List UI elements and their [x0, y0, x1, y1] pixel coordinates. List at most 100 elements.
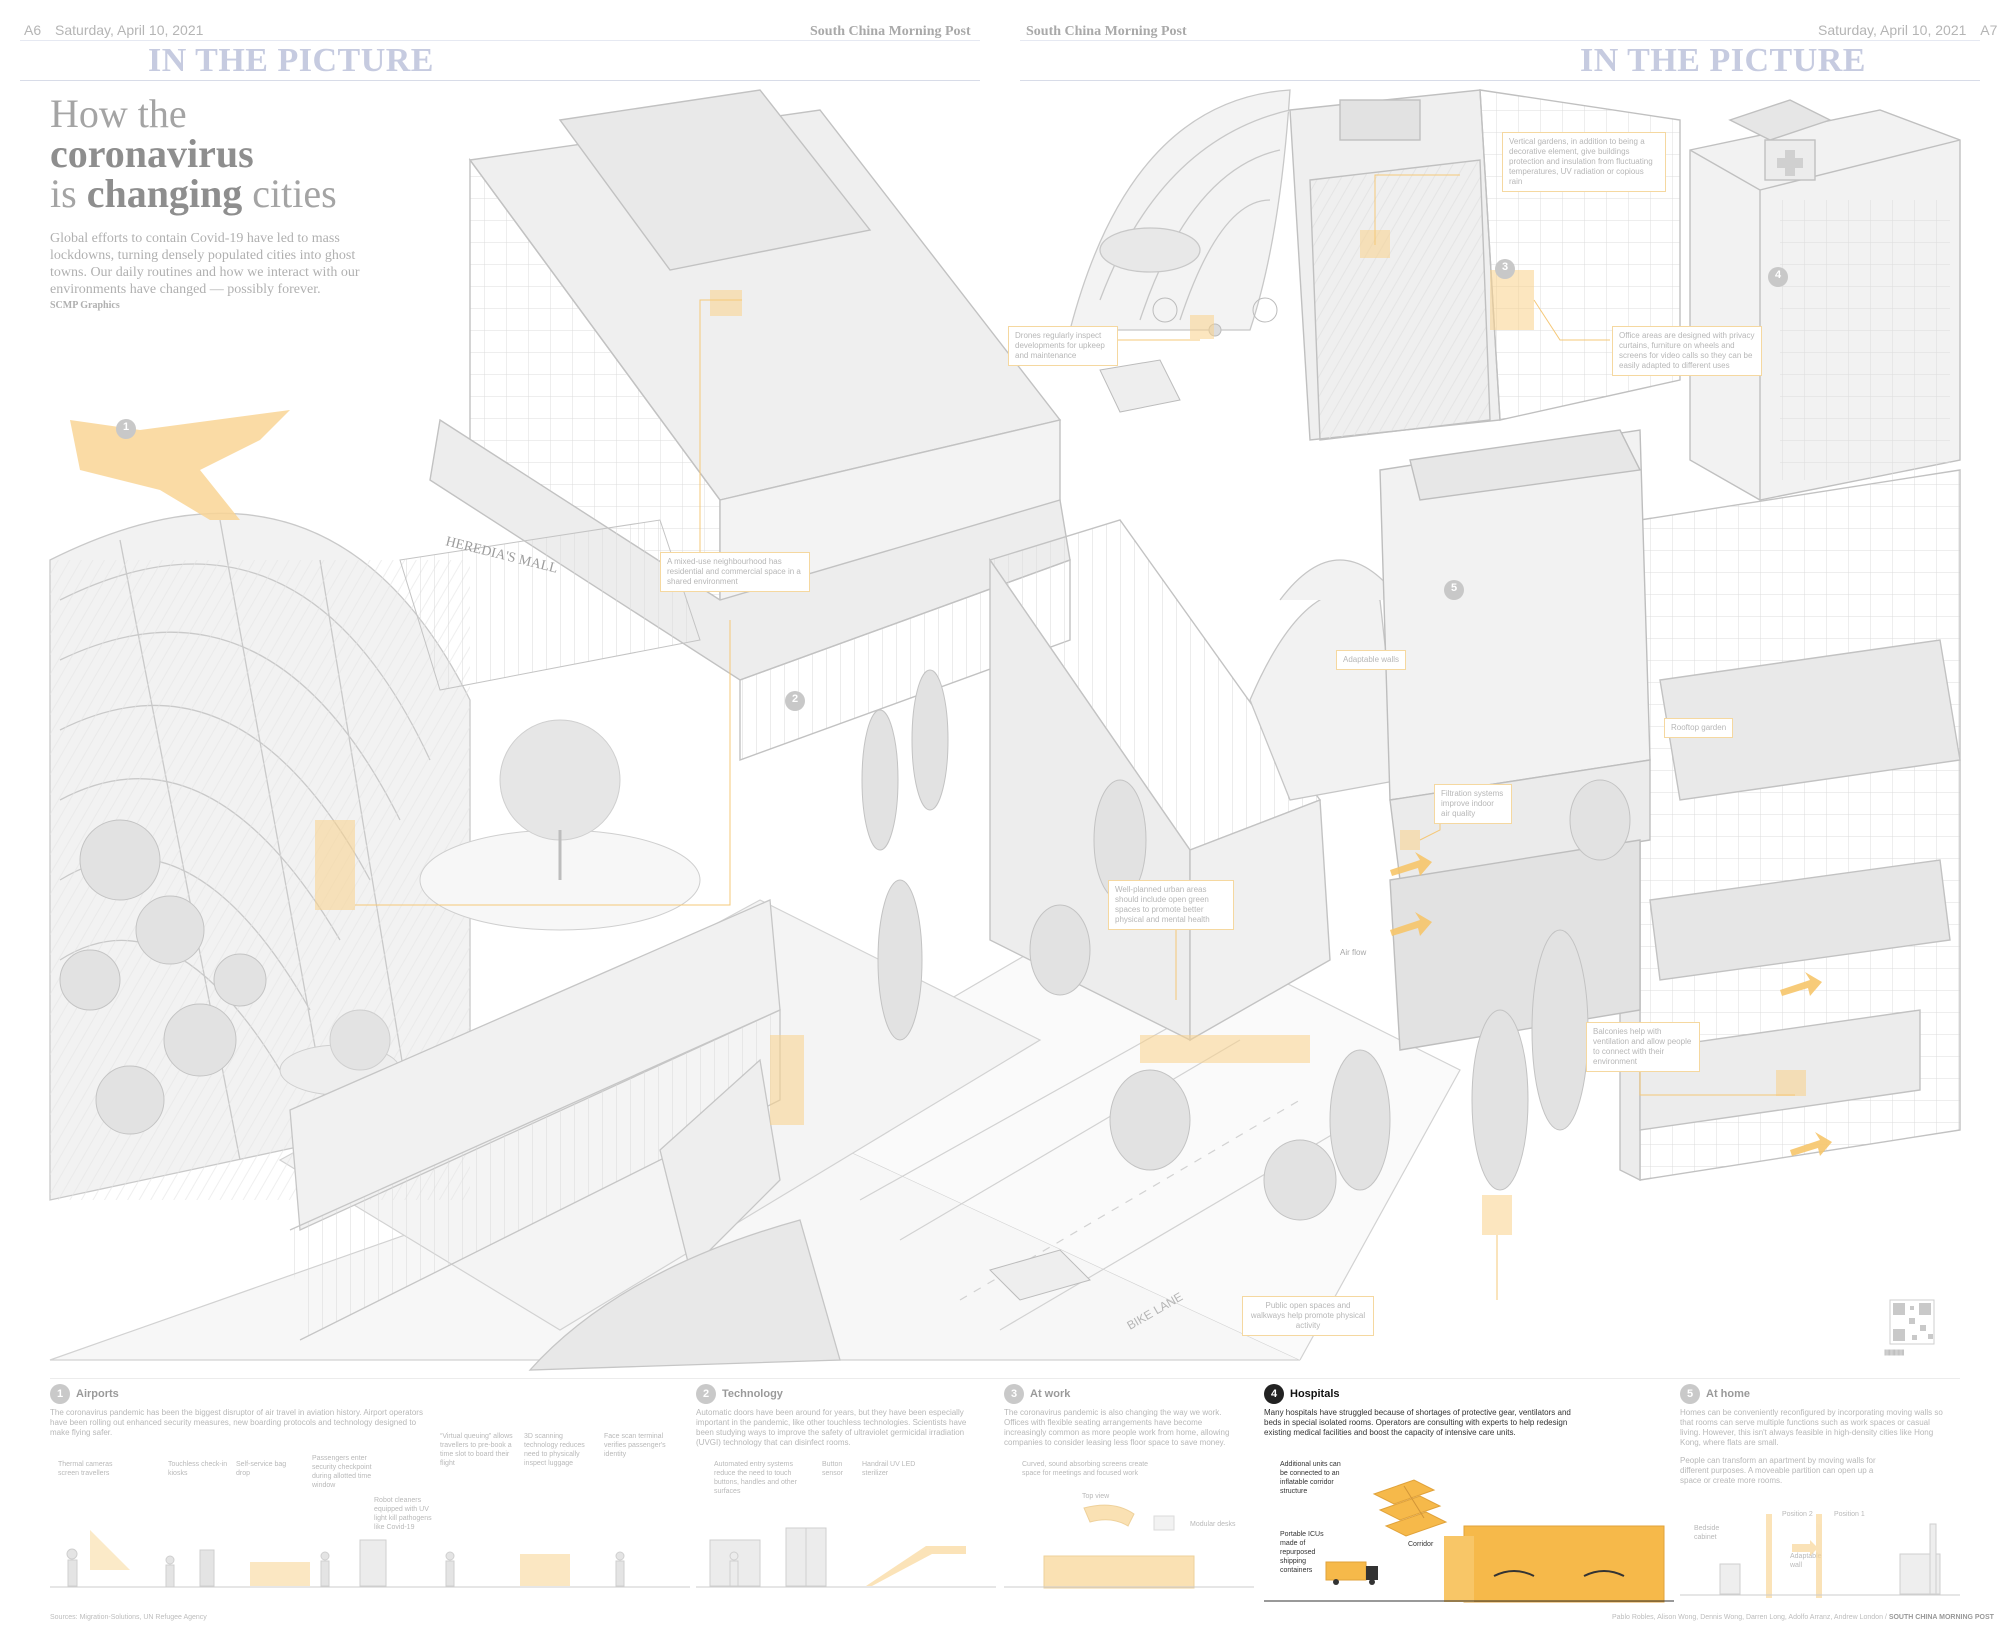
left-page-number: A6	[24, 22, 42, 38]
panel-airports: 1 Airports The coronavirus pandemic has …	[50, 1384, 690, 1438]
home-label-bedside: Bedside cabinet	[1694, 1525, 1720, 1541]
curved-building	[1249, 559, 1401, 801]
headline-line-2: coronavirus	[50, 131, 254, 176]
callout-office-areas: Office areas are designed with privacy c…	[1612, 326, 1762, 376]
panel-hospitals-number: 4	[1264, 1384, 1284, 1404]
marker-4: 4	[1774, 269, 1782, 281]
airport-label-bagdrop: Self-service bag drop	[236, 1461, 287, 1477]
airport-label-thermal: Thermal cameras screen travellers	[58, 1461, 113, 1477]
air-flow-label: Air flow	[1340, 948, 1366, 957]
home-label-adaptable-wall: Adaptable wall	[1790, 1553, 1822, 1569]
airport-label-kiosks: Touchless check-in kiosks	[168, 1461, 228, 1477]
work-label-screens: Curved, sound absorbing screens create s…	[1022, 1461, 1149, 1477]
hospital-label-units: Additional units can be connected to an …	[1280, 1461, 1341, 1495]
header-rule-right	[1020, 40, 1980, 41]
hospital-label-icus: Portable ICUs made of repurposed shippin…	[1280, 1531, 1324, 1574]
panel-hospitals-text: Many hospitals have struggled because of…	[1264, 1408, 1571, 1437]
airport-label-robot-cleaners: Robot cleaners equipped with UV light ki…	[374, 1497, 432, 1531]
airports-vignette	[50, 1530, 690, 1588]
right-folio: Saturday, April 10, 2021 A7	[1818, 22, 1997, 46]
left-paper-name: South China Morning Post	[810, 24, 971, 39]
panel-at-home: 5 At home Homes can be conveniently reco…	[1680, 1384, 1960, 1486]
byline: Pablo Robles, Alison Wong, Dennis Wong, …	[1612, 1614, 1994, 1621]
city-illustration: HEREDIA'S MALL	[49, 89, 1961, 1371]
panel-at-work-text: The coronavirus pandemic is also changin…	[1004, 1408, 1230, 1447]
hospital-tower	[1689, 99, 1961, 501]
hospital-label-corridor: Corridor	[1408, 1541, 1434, 1548]
panel-technology-title: Technology	[722, 1388, 783, 1400]
home-label-position-2: Position 2	[1782, 1511, 1813, 1518]
byline-paper: SOUTH CHINA MORNING POST	[1888, 1614, 1994, 1621]
technology-vignette	[696, 1527, 996, 1588]
hospitals-vignette	[1264, 1479, 1674, 1603]
airport-label-3d-scan: 3D scanning technology reduces need to p…	[524, 1433, 585, 1467]
callout-balconies: Balconies help with ventilation and allo…	[1586, 1022, 1700, 1072]
panel-airports-title: Airports	[76, 1388, 119, 1400]
headline-line-3-pre: is	[50, 171, 87, 216]
graphics-credit: SCMP Graphics	[50, 300, 120, 311]
callout-rooftop-garden: Rooftop garden	[1664, 718, 1734, 738]
tech-label-button: Button sensor	[822, 1461, 844, 1477]
panel-technology-text: Automatic doors have been around for yea…	[696, 1408, 967, 1447]
header-rule-left	[20, 40, 980, 41]
qr-caption: |||||||||||||||||||||||||||||||||||	[1884, 1350, 1905, 1356]
panel-airports-text: The coronavirus pandemic has been the bi…	[50, 1408, 423, 1437]
mall-entrance	[399, 519, 701, 691]
sources-line: Sources: Migration-Solutions, UN Refugee…	[50, 1614, 207, 1621]
callout-drones: Drones regularly inspect developments fo…	[1008, 326, 1118, 366]
panel-at-work-number: 3	[1004, 1384, 1024, 1404]
headline-line-3-post: cities	[242, 171, 337, 216]
panel-at-home-text-2: People can transform an apartment by mov…	[1680, 1456, 1876, 1485]
home-label-position-1: Position 1	[1834, 1511, 1865, 1518]
right-paper-name: South China Morning Post	[1026, 24, 1187, 39]
airport-label-checkpoint: Passengers enter security checkpoint dur…	[312, 1455, 372, 1489]
at-work-vignette	[1004, 1504, 1254, 1589]
panel-at-work: 3 At work The coronavirus pandemic is al…	[1004, 1384, 1254, 1448]
right-paper-name-wrap: South China Morning Post	[1026, 22, 1187, 46]
marker-5: 5	[1450, 582, 1458, 594]
qr-code	[1889, 1299, 1935, 1345]
callout-filtration: Filtration systems improve indoor air qu…	[1434, 784, 1512, 824]
right-date: Saturday, April 10, 2021	[1818, 22, 1967, 38]
left-date: Saturday, April 10, 2021	[55, 22, 204, 38]
panel-at-work-title: At work	[1030, 1388, 1071, 1400]
dome-plants	[59, 819, 267, 1135]
marker-1: 1	[122, 421, 130, 433]
rubric-rule-right	[1020, 80, 1980, 81]
air-flow-arrows	[1390, 852, 1832, 1156]
greenhouse-dome	[1069, 89, 1291, 331]
work-label-modular-desks: Modular desks	[1190, 1521, 1236, 1528]
right-page-number: A7	[1980, 22, 1998, 38]
marker-2: 2	[791, 693, 799, 705]
callout-mixed-use: A mixed-use neighbourhood has residentia…	[660, 552, 810, 592]
left-paper-name-wrap: South China Morning Post	[810, 22, 971, 46]
headline-line-1: How the	[50, 91, 187, 136]
at-home-vignette	[1680, 1514, 1960, 1598]
work-label-top-view: Top view	[1082, 1493, 1110, 1500]
panel-hospitals-title: Hospitals	[1290, 1388, 1340, 1400]
callout-urban-areas: Well-planned urban areas should include …	[1108, 880, 1234, 930]
elevated-walkway	[289, 899, 841, 1371]
byline-names: Pablo Robles, Alison Wong, Dennis Wong, …	[1612, 1614, 1889, 1621]
tech-label-entry: Automated entry systems reduce the need …	[714, 1461, 797, 1495]
left-rubric: IN THE PICTURE	[148, 42, 434, 79]
left-folio: A6 Saturday, April 10, 2021	[24, 22, 203, 46]
mixed-use-building	[429, 89, 1071, 761]
headline: How the coronavirus is changing cities	[50, 94, 380, 214]
callout-vertical-gardens: Vertical gardens, in addition to being a…	[1502, 132, 1666, 192]
headline-line-3-bold: changing	[86, 171, 243, 216]
callout-adaptable-walls: Adaptable walls	[1336, 650, 1407, 670]
panel-at-home-number: 5	[1680, 1384, 1700, 1404]
icu-block	[1379, 429, 1651, 1051]
rubric-rule-left	[20, 80, 980, 81]
panel-hospitals: 4 Hospitals Many hospitals have struggle…	[1264, 1384, 1664, 1438]
street-trees	[861, 669, 1631, 1221]
illustration-markers	[116, 259, 1788, 711]
panel-airports-number: 1	[50, 1384, 70, 1404]
panel-technology-number: 2	[696, 1384, 716, 1404]
airport-label-face-scan: Face scan terminal verifies passenger's …	[604, 1433, 666, 1458]
tech-label-handrail: Handrail UV LED sterilizer	[862, 1461, 916, 1477]
airplane-silhouette	[70, 410, 290, 520]
marker-3: 3	[1501, 261, 1509, 273]
highlight-boxes	[315, 230, 1806, 1235]
